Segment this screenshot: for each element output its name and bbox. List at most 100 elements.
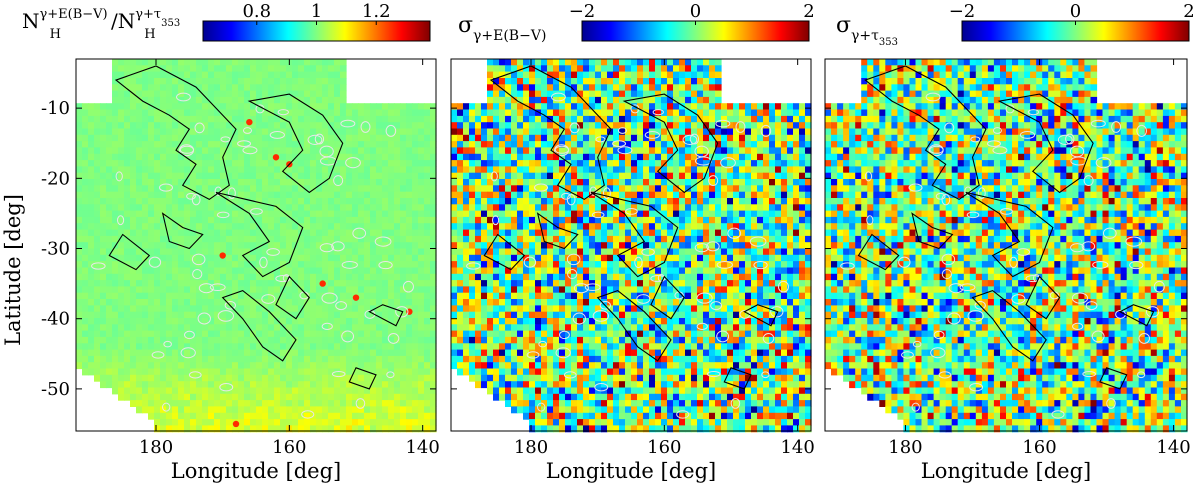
heatmap-cell [400,204,407,212]
heatmap-cell [691,147,698,155]
heatmap-cell [178,419,185,426]
heatmap-cell [511,147,518,155]
heatmap-cell [394,374,401,382]
heatmap-cell [142,90,149,98]
source-ellipse [301,410,315,419]
heatmap-cell [118,179,125,186]
heatmap-cell [76,229,83,237]
heatmap-cell [376,204,383,212]
heatmap-cell [529,128,536,136]
heatmap-cell [370,349,377,357]
heatmap-cell [424,115,431,123]
heatmap-cell [430,141,437,148]
heatmap-cell [697,172,704,180]
heatmap-cell [238,235,245,243]
heatmap-cell [358,419,365,426]
heatmap-cell [76,210,83,218]
heatmap-cell [511,210,518,218]
heatmap-cell [184,368,191,376]
heatmap-cell [412,235,419,243]
heatmap-cell [499,122,506,130]
heatmap-cell [148,286,155,294]
heatmap-cell [340,324,347,332]
heatmap-cell [220,147,227,155]
heatmap-cell [238,166,245,174]
heatmap-cell [637,153,644,161]
heatmap-cell [160,134,167,142]
heatmap-cell [268,122,275,130]
heatmap-cell [553,160,560,167]
heatmap-cell [352,318,359,325]
heatmap-cell [124,65,131,73]
heatmap-cell [571,160,578,167]
heatmap-cell [208,153,215,161]
heatmap-cell [370,166,377,174]
heatmap-cell [709,204,716,212]
heatmap-cell [226,172,233,180]
heatmap-cell [388,412,395,420]
heatmap-cell [505,96,512,104]
heatmap-cell [388,254,395,262]
heatmap-cell [304,210,311,218]
heatmap-cell [214,286,221,294]
heatmap-cell [328,318,335,325]
heatmap-cell [697,90,704,98]
heatmap-cell [178,267,185,275]
heatmap-cell [274,292,281,300]
heatmap-cell [541,198,548,205]
heatmap-cell [178,305,185,313]
heatmap-cell [280,292,287,300]
heatmap-cell [130,374,137,382]
heatmap-cell [256,355,263,363]
heatmap-cell [250,254,257,262]
heatmap-cell [94,122,101,130]
heatmap-cell [160,122,167,130]
heatmap-cell [136,198,143,205]
heatmap-cell [529,216,536,224]
heatmap-cell [721,153,728,161]
heatmap-cell [625,179,632,186]
heatmap-cell [208,393,215,401]
heatmap-cell [82,311,89,319]
heatmap-cell [310,223,317,231]
heatmap-cell [523,59,530,66]
heatmap-cell [304,71,311,79]
heatmap-cell [274,122,281,130]
heatmap-cell [268,172,275,180]
heatmap-cell [250,242,257,250]
heatmap-cell [619,179,626,186]
heatmap-cell [340,330,347,338]
source-ellipse [217,310,235,322]
heatmap-cell [400,179,407,186]
heatmap-cell [154,166,161,174]
heatmap-cell [370,299,377,306]
heatmap-cell [346,400,353,407]
heatmap-cell [655,198,662,205]
heatmap-cell [334,362,341,370]
heatmap-cell [322,286,329,294]
heatmap-cell [541,210,548,218]
heatmap-cell [232,84,239,92]
heatmap-cell [721,141,728,148]
heatmap-cell [202,235,209,243]
heatmap-cell [268,59,275,66]
heatmap-cell [232,198,239,205]
heatmap-cell [244,166,251,174]
heatmap-cell [457,172,464,180]
heatmap-cell [793,216,800,224]
heatmap-cell [370,267,377,275]
heatmap-cell [106,254,113,262]
heatmap-cell [505,134,512,142]
heatmap-cell [475,134,482,142]
heatmap-cell [322,292,329,300]
heatmap-cell [220,71,227,79]
heatmap-cell [499,179,506,186]
heatmap-cell [238,318,245,325]
heatmap-cell [667,134,674,142]
heatmap-cell [232,216,239,224]
heatmap-cell [763,172,770,180]
heatmap-cell [256,191,263,199]
heatmap-cell [316,134,323,142]
heatmap-cell [769,115,776,123]
heatmap-cell [352,419,359,426]
